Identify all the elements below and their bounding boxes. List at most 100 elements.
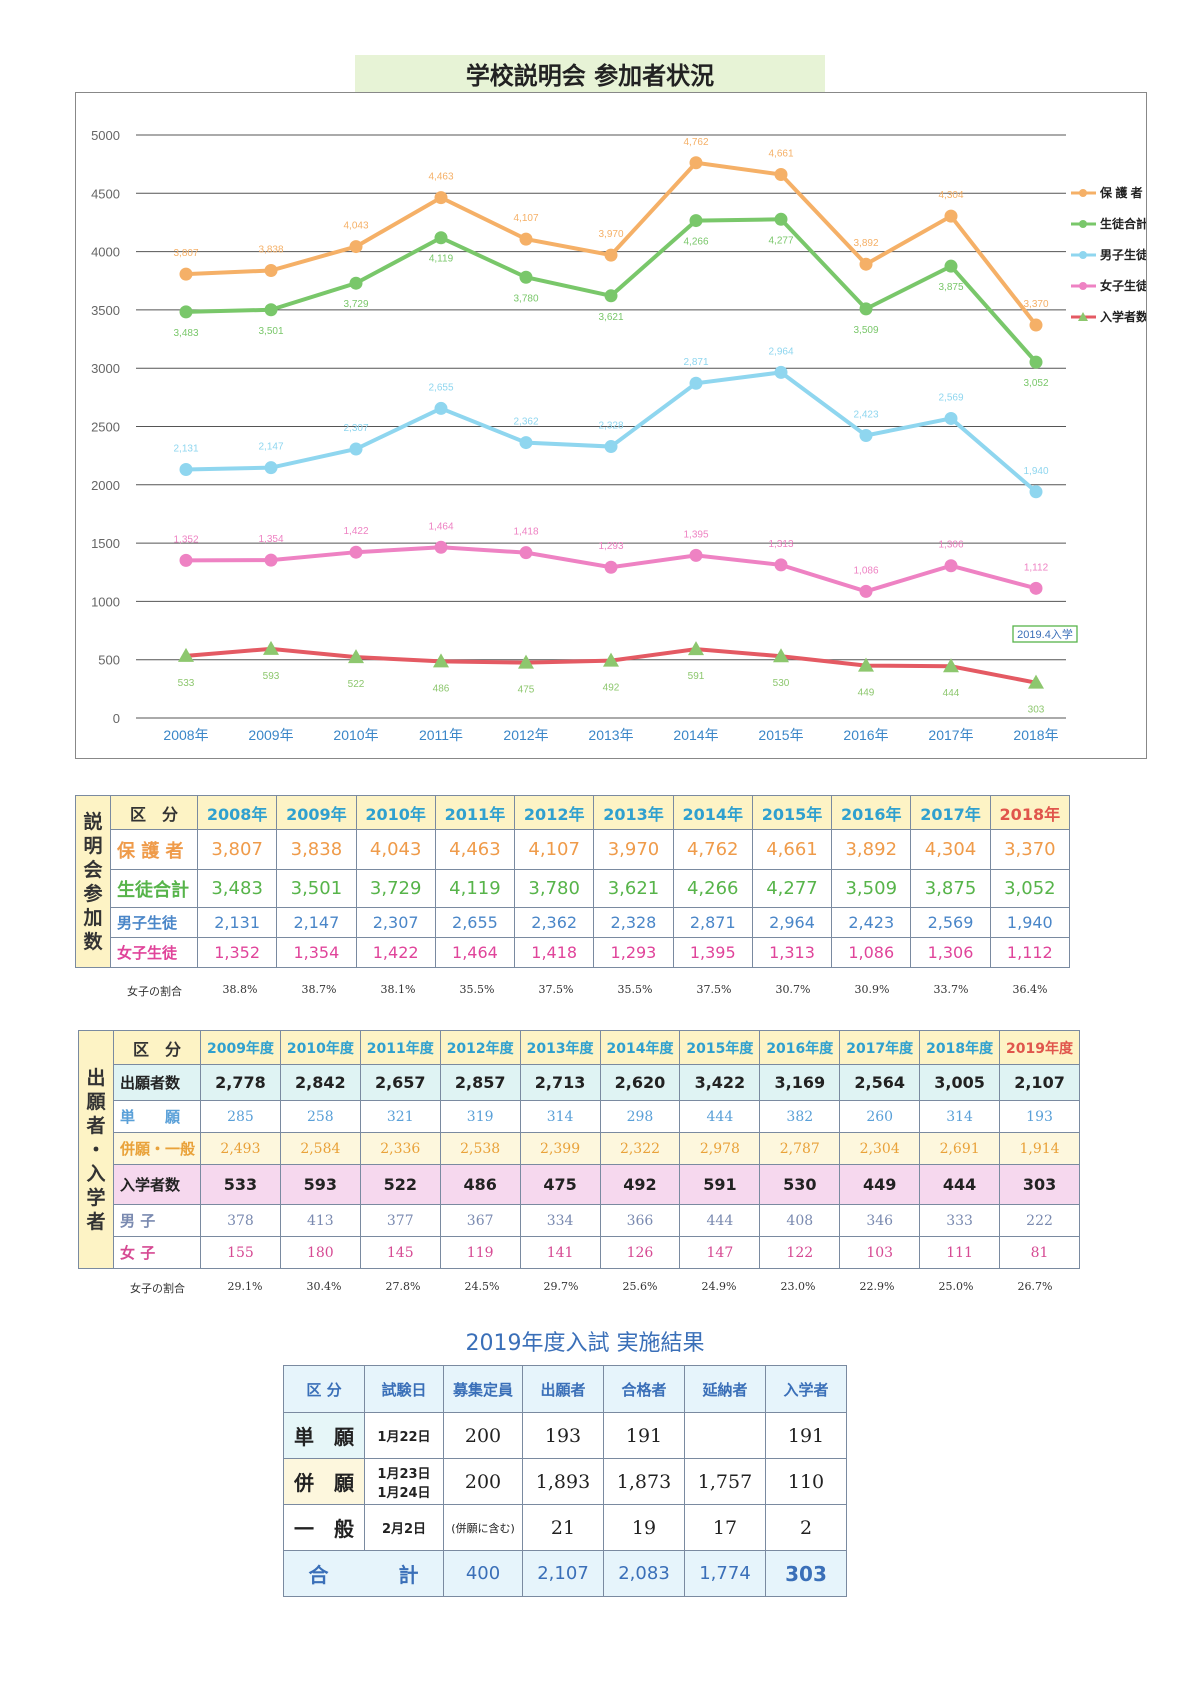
value-cell: 522 [359, 1164, 441, 1205]
data-point [179, 463, 193, 477]
value-cell: 3,838 [276, 829, 357, 870]
data-point [774, 212, 788, 226]
y-tick-label: 1000 [91, 594, 120, 609]
y-tick-label: 5000 [91, 128, 120, 143]
row-label: 女 子 [113, 1236, 201, 1269]
data-point [519, 436, 533, 450]
data-point [774, 365, 788, 379]
row-label: 出願者数 [113, 1064, 201, 1101]
x-tick-label: 2010年 [333, 727, 378, 743]
y-tick-label: 4500 [91, 186, 120, 201]
value-cell: 147 [679, 1236, 761, 1269]
table-row: 単 願 285 258 321 319 314 298 444 382 260 314 193 [79, 1100, 1080, 1133]
data-label: 522 [348, 679, 365, 690]
total-label-a: 合 [308, 1563, 329, 1587]
year-header: 2019年度 [999, 1030, 1080, 1065]
value-cell: 593 [279, 1164, 361, 1205]
legend-label: 女子生徒 [1100, 278, 1146, 293]
value-cell: 3,052 [989, 869, 1071, 908]
data-point [689, 548, 703, 562]
y-tick-label: 2500 [91, 420, 120, 435]
data-label: 3,875 [938, 282, 963, 293]
value-cell: 2,328 [593, 907, 674, 938]
year-header: 2009年 [276, 795, 357, 830]
exam-results-table: 区 分試験日 募集定員 出願者 合格者 延納者 入学者単 願 1月22日 200 193 191 1… [283, 1365, 847, 1597]
x-tick-label: 2012年 [503, 727, 548, 743]
x-tick-label: 2014年 [673, 727, 718, 743]
data-label: 591 [688, 671, 705, 682]
data-label: 3,052 [1023, 378, 1048, 389]
value-cell: 4,304 [910, 829, 991, 870]
value-cell: 2,362 [514, 907, 595, 938]
data-label: 3,970 [598, 229, 623, 240]
data-point [519, 270, 533, 284]
data-point [859, 257, 873, 271]
result-enrolled: 110 [765, 1458, 847, 1505]
header-row: 説明会参加数区 分 2008年 2009年 2010年 2011年 2012年 2013年 2… [75, 795, 1071, 968]
data-label: 1,422 [343, 526, 368, 537]
data-label: 2,131 [173, 444, 198, 455]
data-label: 3,621 [598, 312, 623, 323]
legend-marker [1079, 251, 1087, 259]
data-label: 3,729 [343, 299, 368, 310]
ratio-value: 37.5% [538, 983, 574, 996]
value-cell: 2,322 [599, 1132, 681, 1165]
result-applicants: 1,893 [522, 1458, 604, 1505]
data-label: 3,892 [853, 238, 878, 249]
value-cell: 367 [439, 1204, 521, 1237]
value-cell: 2,147 [276, 907, 357, 938]
data-point [943, 658, 959, 673]
data-point [1029, 355, 1043, 369]
side-label-char: 学 [86, 1186, 106, 1209]
data-label: 3,483 [173, 328, 198, 339]
ratio-value: 38.7% [301, 983, 337, 996]
data-label: 3,838 [258, 244, 283, 255]
value-cell: 2,493 [200, 1132, 281, 1165]
total-passed: 2,083 [603, 1550, 685, 1597]
x-tick-label: 2011年 [419, 727, 463, 743]
ratio-value: 26.7% [1017, 1280, 1053, 1293]
y-tick-label: 4000 [91, 245, 120, 260]
data-point [604, 440, 618, 454]
data-point [518, 654, 534, 669]
applicants-enrollment-table: 出願者・入学者区 分 2009年度 2010年度 2011年度 2012年度 2013年度… [78, 1030, 1080, 1269]
legend-label: 入学者数 [1100, 309, 1146, 324]
value-cell: 180 [279, 1236, 361, 1269]
data-label: 2,871 [683, 357, 708, 368]
result-row: 一 般 2月2日 (併願に含む) 21 19 17 2 [283, 1504, 847, 1551]
girls-ratio-row-1: 女子の割合 38.8% 38.7% 38.1% 35.5% 37.5% 35.5% 37.5%… [75, 983, 1070, 999]
value-cell: 3,892 [831, 829, 912, 870]
value-cell: 1,086 [831, 937, 912, 968]
value-cell: 145 [359, 1236, 441, 1269]
data-label: 4,107 [513, 213, 538, 224]
table-row: 男子生徒 2,131 2,147 2,307 2,655 2,362 2,328 2,871 2… [76, 907, 1071, 938]
value-cell: 1,293 [593, 937, 674, 968]
value-cell: 2,657 [359, 1064, 441, 1101]
data-point [774, 168, 788, 182]
value-cell: 3,970 [593, 829, 674, 870]
value-cell: 4,119 [434, 869, 516, 908]
side-label-char: 出 [86, 1066, 106, 1089]
result-enrolled: 2 [765, 1504, 847, 1551]
data-point [944, 259, 958, 273]
ratio-value: 27.8% [385, 1280, 421, 1293]
ratio-value: 30.4% [306, 1280, 342, 1293]
data-point [944, 559, 958, 573]
value-cell: 2,569 [910, 907, 991, 938]
value-cell: 126 [599, 1236, 681, 1269]
value-cell: 4,762 [672, 829, 753, 870]
value-cell: 492 [599, 1164, 681, 1205]
data-label: 2,964 [768, 346, 793, 357]
value-cell: 193 [999, 1100, 1080, 1133]
value-cell: 334 [519, 1204, 601, 1237]
data-point [603, 652, 619, 667]
data-point [1029, 318, 1043, 332]
side-label-char: ・ [86, 1138, 106, 1161]
ratio-value: 35.5% [617, 983, 653, 996]
value-cell: 3,169 [759, 1064, 841, 1101]
ratio-value: 30.7% [775, 983, 811, 996]
value-cell: 533 [200, 1164, 281, 1205]
data-point [179, 553, 193, 567]
value-cell: 103 [839, 1236, 921, 1269]
value-cell: 222 [999, 1204, 1080, 1237]
